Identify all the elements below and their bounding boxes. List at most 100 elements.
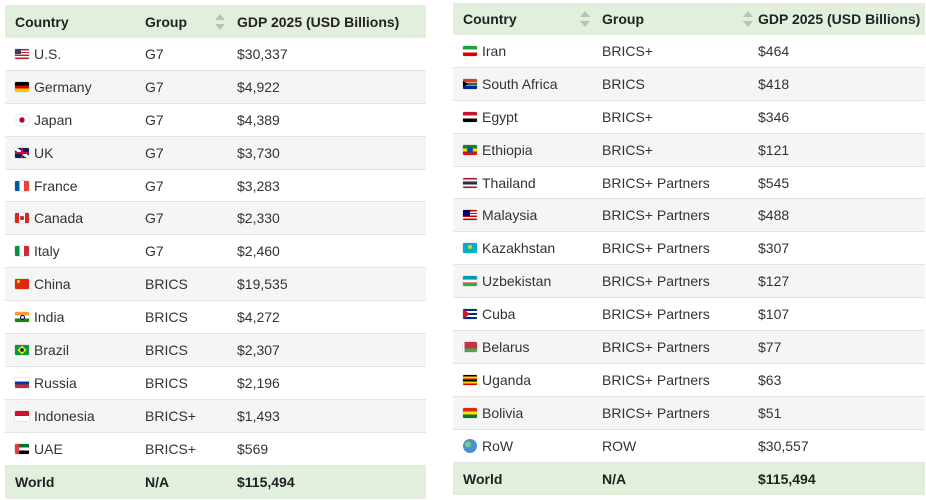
country-cell: Malaysia bbox=[453, 199, 594, 231]
table-row: France G7 $3,283 bbox=[5, 170, 426, 203]
country-cell: Russia bbox=[5, 367, 137, 399]
header-gdp[interactable]: GDP 2025 (USD Billions) bbox=[229, 5, 426, 38]
country-cell: Belarus bbox=[453, 331, 594, 363]
header-country-label: Country bbox=[463, 11, 517, 27]
gdp-cell: $545 bbox=[758, 174, 790, 191]
header-gdp[interactable]: GDP 2025 (USD Billions) bbox=[757, 3, 925, 35]
table-row: Belarus BRICS+ Partners $77 bbox=[453, 331, 925, 364]
country-cell: RoW bbox=[453, 430, 594, 462]
group-cell: BRICS+ bbox=[602, 108, 653, 125]
country-name: Japan bbox=[34, 111, 73, 128]
country-cell: Canada bbox=[5, 202, 137, 234]
sort-icon[interactable] bbox=[743, 9, 753, 29]
country-name: RoW bbox=[482, 437, 514, 454]
ae-flag-icon bbox=[15, 443, 29, 454]
header-group-label: Group bbox=[145, 13, 187, 30]
th-flag-icon bbox=[463, 177, 477, 188]
country-name: Russia bbox=[34, 374, 77, 391]
header-country[interactable]: Country bbox=[453, 3, 594, 35]
table-header: Country Group GDP 2025 (USD Billions) bbox=[453, 3, 925, 35]
table-row: Japan G7 $4,389 bbox=[5, 104, 426, 137]
jp-flag-icon bbox=[15, 114, 29, 125]
table-row: U.S. G7 $30,337 bbox=[5, 38, 426, 71]
in-flag-icon bbox=[15, 312, 29, 323]
cu-flag-icon bbox=[463, 309, 477, 320]
table-body-left: U.S. G7 $30,337 Germany G7 $4,922 Japan G7 $4,38… bbox=[5, 38, 426, 466]
country-cell: Egypt bbox=[453, 101, 594, 133]
header-country-label: Country bbox=[15, 13, 69, 30]
table-row: Germany G7 $4,922 bbox=[5, 70, 426, 104]
table-row: Malaysia BRICS+ Partners $488 bbox=[453, 199, 925, 233]
gdp-cell: $121 bbox=[758, 141, 790, 158]
ca-flag-icon bbox=[15, 213, 29, 224]
cn-flag-icon bbox=[15, 279, 29, 290]
gdp-cell: $3,283 bbox=[237, 177, 280, 194]
gdp-cell: $30,557 bbox=[758, 437, 809, 454]
kz-flag-icon bbox=[463, 243, 477, 254]
footer-group: N/A bbox=[602, 470, 627, 487]
group-cell: BRICS+ bbox=[602, 42, 653, 59]
header-group[interactable]: Group bbox=[594, 3, 757, 35]
group-cell: G7 bbox=[145, 177, 164, 194]
gdp-cell: $464 bbox=[758, 42, 790, 59]
eg-flag-icon bbox=[463, 111, 477, 122]
country-cell: U.S. bbox=[5, 38, 137, 70]
br-flag-icon bbox=[15, 344, 29, 355]
gdp-cell: $30,337 bbox=[237, 45, 288, 62]
gdp-cell: $51 bbox=[758, 404, 782, 421]
country-cell: China bbox=[5, 268, 137, 300]
gdp-cell: $346 bbox=[758, 108, 790, 125]
country-cell: UK bbox=[5, 137, 137, 169]
group-cell: G7 bbox=[145, 210, 164, 227]
group-cell: BRICS bbox=[145, 309, 188, 326]
header-gdp-label: GDP 2025 (USD Billions) bbox=[237, 13, 400, 30]
table-row: Italy G7 $2,460 bbox=[5, 235, 426, 269]
header-gdp-label: GDP 2025 (USD Billions) bbox=[758, 11, 921, 27]
table-row: Kazakhstan BRICS+ Partners $307 bbox=[453, 232, 925, 266]
fr-flag-icon bbox=[15, 180, 29, 191]
country-name: Thailand bbox=[482, 174, 536, 191]
group-cell: BRICS+ Partners bbox=[602, 404, 710, 421]
table-footer: World N/A $115,494 bbox=[453, 462, 925, 495]
table-row: Iran BRICS+ $464 bbox=[453, 35, 925, 68]
footer-group: N/A bbox=[145, 474, 170, 491]
table-row: UK G7 $3,730 bbox=[5, 136, 426, 170]
country-cell: Kazakhstan bbox=[453, 232, 594, 264]
group-cell: G7 bbox=[145, 78, 164, 95]
gdp-cell: $63 bbox=[758, 371, 782, 388]
group-cell: BRICS bbox=[145, 341, 188, 358]
table-row: Cuba BRICS+ Partners $107 bbox=[453, 298, 925, 332]
group-cell: BRICS+ Partners bbox=[602, 273, 710, 290]
sort-icon[interactable] bbox=[580, 9, 590, 29]
group-cell: BRICS bbox=[145, 374, 188, 391]
ir-flag-icon bbox=[463, 45, 477, 56]
country-cell: Germany bbox=[5, 71, 137, 103]
country-name: UK bbox=[34, 144, 54, 161]
footer-gdp: $115,494 bbox=[237, 474, 295, 491]
table-row: RoW ROW $30,557 bbox=[453, 430, 925, 463]
id-flag-icon bbox=[15, 410, 29, 421]
table-row: China BRICS $19,535 bbox=[5, 268, 426, 302]
group-cell: BRICS+ bbox=[145, 407, 196, 424]
group-cell: BRICS+ bbox=[145, 440, 196, 457]
table-row: India BRICS $4,272 bbox=[5, 301, 426, 335]
table-row: Russia BRICS $2,196 bbox=[5, 367, 426, 400]
header-group[interactable]: Group bbox=[137, 5, 229, 38]
table-row: Uganda BRICS+ Partners $63 bbox=[453, 364, 925, 397]
gdp-cell: $19,535 bbox=[237, 276, 288, 293]
country-name: China bbox=[34, 276, 71, 293]
ug-flag-icon bbox=[463, 374, 477, 385]
table-row: UAE BRICS+ $569 bbox=[5, 433, 426, 466]
table-footer: World N/A $115,494 bbox=[5, 465, 426, 499]
country-cell: Thailand bbox=[453, 167, 594, 199]
country-cell: Uganda bbox=[453, 364, 594, 396]
country-name: South Africa bbox=[482, 75, 558, 92]
uk-flag-icon bbox=[15, 147, 29, 158]
country-cell: Cuba bbox=[453, 298, 594, 330]
sort-icon[interactable] bbox=[215, 12, 225, 32]
globe-icon bbox=[463, 438, 477, 453]
header-country[interactable]: Country bbox=[5, 5, 137, 38]
gdp-cell: $77 bbox=[758, 338, 782, 355]
gdp-cell: $569 bbox=[237, 440, 269, 457]
country-name: Kazakhstan bbox=[482, 240, 556, 257]
